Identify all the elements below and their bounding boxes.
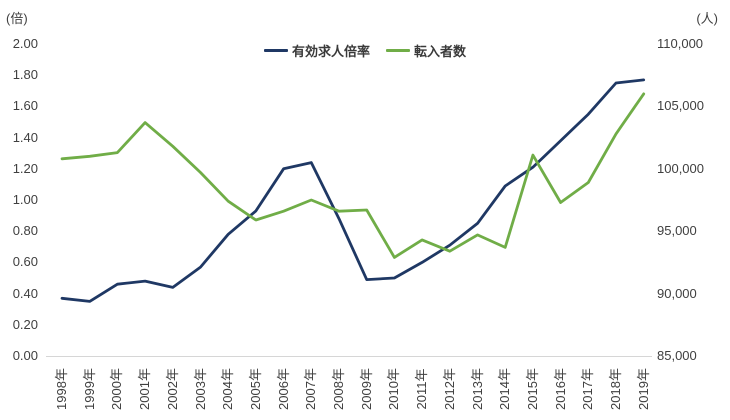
y-axis-tick-label-left: 2.00 [12, 36, 38, 51]
x-axis-tick-label: 2013年 [469, 368, 485, 410]
y-axis-tick-label-right: 105,000 [657, 98, 704, 114]
right-axis-unit-label: (人) [696, 11, 718, 26]
x-axis-tick-label: 2004年 [220, 368, 236, 410]
y-axis-tick-label-left: 1.60 [12, 98, 38, 114]
x-axis-tick-label: 2011年 [414, 368, 430, 410]
x-axis-tick-label: 2006年 [275, 368, 291, 410]
x-axis-tick-label: 2000年 [109, 368, 125, 410]
x-axis-tick-label: 2001年 [137, 368, 153, 410]
y-axis-tick-label-left: 1.80 [12, 67, 38, 83]
legend-item-jobs-ratio: 有効求人倍率 [263, 41, 370, 60]
series-line-jobs-ratio [60, 78, 646, 303]
x-axis-tick-label: 2012年 [441, 368, 457, 410]
legend-label-movers: 転入者数 [414, 43, 467, 59]
y-axis-tick-label-left: 0.00 [12, 348, 38, 363]
y-axis-tick-label-left: 0.60 [12, 254, 38, 270]
x-axis-tick-label: 2003年 [192, 368, 208, 410]
series-line-movers [60, 92, 646, 259]
y-axis-tick-label-right: 90,000 [657, 285, 697, 301]
y-axis-tick-label-right: 95,000 [657, 223, 697, 239]
y-axis-tick-label-left: 0.20 [12, 316, 38, 332]
x-axis-tick-label: 2014年 [497, 368, 513, 410]
y-axis-tick-label-right: 100,000 [657, 160, 704, 176]
x-axis-tick-label: 2009年 [358, 368, 374, 410]
chart-legend: 有効求人倍率 転入者数 [0, 41, 730, 59]
x-axis-tick-label: 2017年 [580, 368, 596, 410]
legend-line-swatch-blue-icon [263, 48, 288, 52]
x-axis-tick-label: 2019年 [635, 368, 651, 410]
y-axis-tick-label-left: 0.80 [12, 223, 38, 239]
x-axis-tick-label: 2015年 [524, 368, 540, 410]
x-axis-tick-label: 1999年 [81, 368, 97, 410]
x-axis-tick-label: 2007年 [303, 368, 319, 410]
y-axis-tick-label-left: 0.40 [12, 285, 38, 301]
left-axis-unit-label: (倍) [6, 11, 28, 26]
y-axis-tick-label-left: 1.20 [12, 160, 38, 176]
x-axis-tick-label: 2005年 [247, 368, 263, 410]
x-axis-tick-label: 2016年 [552, 368, 568, 410]
y-axis-tick-label-left: 1.00 [12, 192, 38, 207]
x-axis-tick-label: 2018年 [608, 368, 623, 410]
y-axis-tick-label-right: 110,000 [657, 36, 704, 51]
x-axis-tick-label: 2002年 [164, 368, 180, 410]
legend-label-jobs-ratio: 有効求人倍率 [291, 43, 370, 59]
x-axis-line [46, 356, 652, 357]
x-axis-tick-label: 2010年 [386, 368, 402, 410]
legend-line-swatch-green-icon [386, 48, 410, 52]
legend-item-movers: 転入者数 [386, 41, 466, 60]
x-axis-tick-label: 2008年 [331, 368, 346, 410]
x-axis-tick-label: 1998年 [54, 368, 69, 410]
y-axis-tick-label-right: 85,000 [657, 348, 697, 363]
y-axis-tick-label-left: 1.40 [12, 129, 38, 145]
